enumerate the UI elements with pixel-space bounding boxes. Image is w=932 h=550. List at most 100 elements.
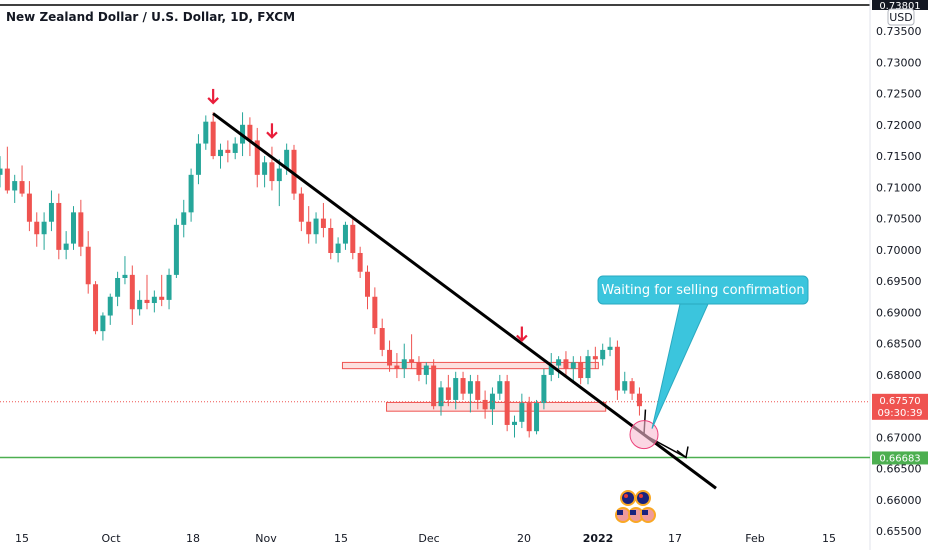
y-tick-label: 0.71500 xyxy=(876,150,922,163)
y-tick-label: 0.72000 xyxy=(876,119,922,132)
currency-badge[interactable]: USD xyxy=(887,8,915,26)
candle-body xyxy=(262,162,268,175)
candle-body xyxy=(48,202,54,222)
candle-body xyxy=(614,346,620,391)
candle-body xyxy=(188,174,194,213)
y-tick-label: 0.70500 xyxy=(876,213,922,226)
candle-body xyxy=(519,403,525,422)
down-arrow-icon xyxy=(266,131,278,139)
y-tick-label: 0.71000 xyxy=(876,181,922,194)
peak-markers xyxy=(207,88,528,343)
candle-body xyxy=(137,299,143,310)
y-tick-label: 0.73500 xyxy=(876,25,922,38)
candle-body xyxy=(56,202,62,250)
candle-body xyxy=(313,218,319,235)
y-tick-label: 0.66500 xyxy=(876,463,922,476)
candle-body xyxy=(210,121,216,157)
candles xyxy=(0,112,642,438)
x-tick-label: 2022 xyxy=(583,532,614,545)
candle-body xyxy=(357,252,363,272)
candle-body xyxy=(4,168,10,191)
y-tick-label: 0.67000 xyxy=(876,431,922,444)
projection-arrowhead xyxy=(676,446,689,459)
candle-body xyxy=(475,381,481,400)
x-axis: 15 Oct 18 Nov 15 Dec 20 2022 17 Feb 15 xyxy=(15,532,836,545)
candle-body xyxy=(342,224,348,244)
candle-body xyxy=(467,381,473,394)
y-tick-label: 0.68500 xyxy=(876,338,922,351)
candle-body xyxy=(416,362,422,375)
candle-body xyxy=(247,124,253,141)
candle-body xyxy=(592,356,598,360)
candle-body xyxy=(556,359,562,366)
candle-body xyxy=(173,224,179,275)
candle-body xyxy=(151,296,157,304)
x-tick-label: Dec xyxy=(418,532,439,545)
candle-body xyxy=(409,359,415,363)
candle-body xyxy=(0,168,3,175)
y-tick-label: 0.66000 xyxy=(876,494,922,507)
candle-body xyxy=(563,359,569,369)
candle-body xyxy=(159,296,165,300)
candle-body xyxy=(78,212,84,247)
candle-body xyxy=(497,381,503,394)
candle-body xyxy=(526,403,532,432)
candle-body xyxy=(629,381,635,394)
us-flag-icon[interactable] xyxy=(640,507,656,523)
sr-zone xyxy=(341,361,599,370)
x-tick-label: Nov xyxy=(255,532,277,545)
candle-body xyxy=(600,349,606,360)
candle-body xyxy=(291,149,297,194)
candle-body xyxy=(372,296,378,329)
callout-box xyxy=(597,275,809,305)
y-axis: 0.73500 0.73000 0.72500 0.72000 0.71500 0.710… xyxy=(876,25,922,538)
candle-body xyxy=(34,221,40,235)
candle-body xyxy=(379,328,385,350)
candle-body xyxy=(636,393,642,407)
down-arrow-icon xyxy=(207,97,219,105)
resistance-trendline[interactable] xyxy=(212,112,717,490)
currency-label: USD xyxy=(889,11,913,24)
candle-body xyxy=(122,274,128,278)
us-flag-icon[interactable] xyxy=(615,507,631,523)
candle-body xyxy=(144,299,150,304)
candle-body xyxy=(438,387,444,407)
candle-body xyxy=(19,181,25,194)
candle-body xyxy=(460,378,466,394)
event-flags[interactable] xyxy=(615,490,656,523)
current-price-badge: 0.67570 09:30:39 xyxy=(872,393,928,420)
candle-body xyxy=(512,421,517,425)
candle-body xyxy=(541,374,547,404)
top-price-badge: 0.73801 xyxy=(872,0,928,12)
y-tick-label: 0.68000 xyxy=(876,369,922,382)
candle-body xyxy=(306,221,312,235)
x-tick-label: 15 xyxy=(15,532,29,545)
candle-body xyxy=(181,212,187,225)
candle-body xyxy=(320,218,326,228)
x-tick-label: 17 xyxy=(668,532,682,545)
candle-body xyxy=(129,274,135,310)
candle-body xyxy=(269,162,275,182)
countdown-label: 09:30:39 xyxy=(878,408,923,419)
candle-body xyxy=(328,227,334,253)
candle-body xyxy=(12,181,18,191)
candle-body xyxy=(387,349,393,366)
y-tick-label: 0.65500 xyxy=(876,525,922,538)
annotation-callout[interactable]: Waiting for selling confirmation xyxy=(597,275,809,429)
top-price-label: 0.73801 xyxy=(879,1,920,12)
candle-body xyxy=(548,365,554,375)
us-flag-icon[interactable] xyxy=(628,507,644,523)
candle-body xyxy=(100,315,106,332)
candle-body xyxy=(423,365,429,375)
candle-body xyxy=(578,362,584,379)
candle-body xyxy=(41,221,47,235)
nz-flag-icon[interactable] xyxy=(620,490,636,506)
x-tick-label: 20 xyxy=(517,532,531,545)
nz-flag-icon[interactable] xyxy=(635,490,651,506)
candle-body xyxy=(622,381,628,391)
y-tick-label: 0.69000 xyxy=(876,306,922,319)
sr-zone xyxy=(386,401,607,412)
candle-body xyxy=(431,365,437,407)
x-tick-label: Feb xyxy=(745,532,764,545)
